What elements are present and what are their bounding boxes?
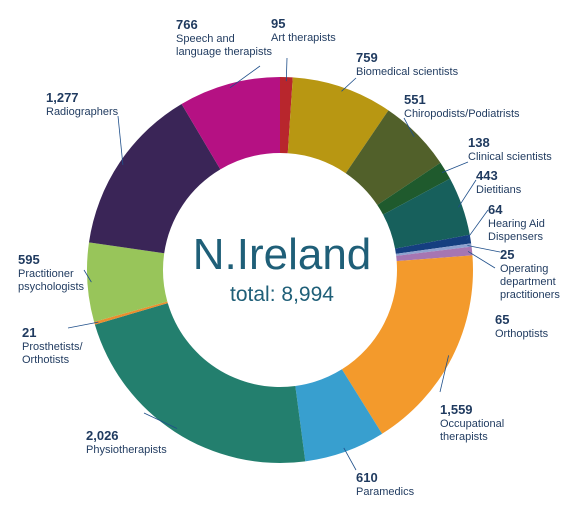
slice-name-label: Hearing Aid	[488, 218, 545, 230]
slice-value-label: 759	[356, 50, 378, 65]
leader-line-10	[143, 412, 178, 429]
slice-value-label: 64	[488, 202, 503, 217]
slice-name-label: Prosthetists/	[22, 341, 83, 353]
slice-name-label: psychologists	[18, 281, 85, 293]
leader-line-2	[403, 117, 415, 138]
slice-name-label: Occupational	[440, 418, 504, 430]
leader-line-0	[285, 57, 288, 82]
slice-14	[181, 77, 280, 170]
leader-line-7	[467, 251, 496, 269]
slice-7	[396, 246, 473, 262]
donut-slices	[87, 77, 473, 463]
slice-0	[280, 77, 293, 154]
slice-value-label: 766	[176, 17, 198, 32]
slice-name-label: Operating	[500, 263, 548, 275]
slice-9	[295, 369, 383, 462]
slice-5	[395, 234, 472, 254]
slice-4	[383, 178, 470, 249]
slice-value-label: 1,277	[46, 90, 79, 105]
slice-value-label: 21	[22, 325, 36, 340]
slice-name-label: Physiotherapists	[86, 444, 167, 456]
leader-line-4	[457, 179, 477, 208]
slice-name-label: Radiographers	[46, 106, 119, 118]
leader-line-9	[343, 447, 357, 471]
slice-value-label: 2,026	[86, 428, 119, 443]
chart-subtitle: total: 8,994	[230, 283, 334, 306]
slice-name-label: Dispensers	[488, 231, 544, 243]
slice-1	[287, 77, 389, 174]
slice-name-label: Paramedics	[356, 486, 415, 498]
slice-2	[345, 110, 441, 205]
chart-title: N.Ireland	[193, 230, 372, 279]
slice-name-label: Chiropodists/Podiatrists	[404, 108, 520, 120]
slice-value-label: 1,559	[440, 402, 473, 417]
slice-name-label: Clinical scientists	[468, 151, 552, 163]
leader-line-5	[466, 209, 489, 240]
slice-name-label: Speech and	[176, 33, 235, 45]
leader-line-8	[439, 355, 450, 393]
leader-line-14	[229, 65, 261, 89]
slice-value-label: 610	[356, 470, 378, 485]
slice-6	[395, 243, 472, 256]
leader-line-13	[117, 115, 124, 165]
slice-12	[87, 242, 168, 322]
slice-11	[94, 301, 168, 325]
slice-value-label: 443	[476, 168, 498, 183]
label-leader-lines	[67, 57, 501, 471]
leader-line-3	[441, 161, 469, 174]
leader-line-6	[467, 245, 501, 253]
slice-name-label: Dietitians	[476, 184, 522, 196]
slice-10	[94, 303, 306, 463]
slice-value-label: 95	[271, 16, 285, 31]
slice-name-label: Biomedical scientists	[356, 66, 459, 78]
slice-name-label: Practitioner	[18, 268, 74, 280]
slice-name-label: therapists	[440, 431, 488, 443]
leader-line-11	[67, 321, 99, 329]
slice-value-label: 551	[404, 92, 426, 107]
slice-value-label: 25	[500, 247, 514, 262]
slice-name-label: language therapists	[176, 46, 273, 58]
slice-13	[88, 103, 221, 254]
slice-value-label: 138	[468, 135, 490, 150]
slice-name-label: practitioners	[500, 289, 560, 301]
slice-value-label: 595	[18, 252, 40, 267]
leader-line-12	[83, 269, 92, 283]
slice-value-label: 65	[495, 312, 509, 327]
slice-name-label: Orthoptists	[495, 328, 549, 340]
slice-3	[377, 162, 451, 215]
slice-name-label: Orthotists	[22, 354, 70, 366]
slice-name-label: department	[500, 276, 556, 288]
slice-8	[341, 255, 473, 434]
leader-line-1	[341, 77, 357, 92]
slice-name-label: Art therapists	[271, 32, 336, 44]
